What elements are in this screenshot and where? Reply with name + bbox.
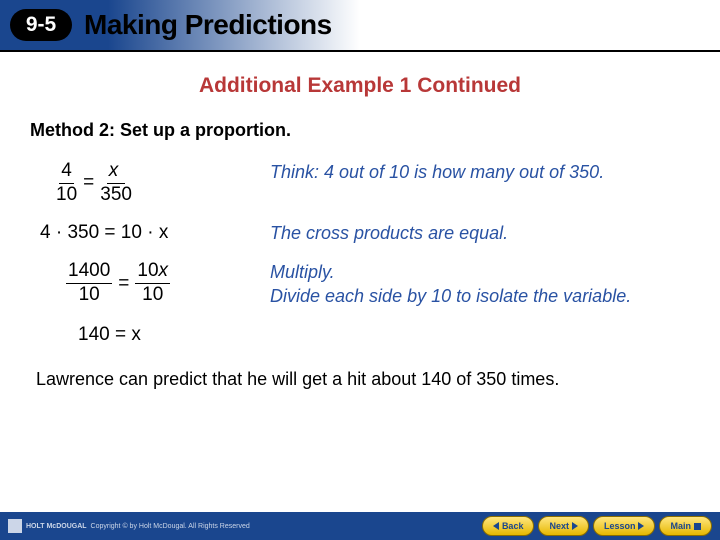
main-button[interactable]: Main <box>659 516 712 536</box>
content-area: Additional Example 1 Continued Method 2:… <box>0 52 720 512</box>
copyright-text: Copyright © by Holt McDougal. All Rights… <box>91 523 250 530</box>
frac-bot: 10 <box>56 184 77 206</box>
frac-bot: 10 <box>142 284 163 306</box>
copyright: HOLT McDOUGAL Copyright © by Holt McDoug… <box>8 519 250 533</box>
step-row: 4 · 350 = 10 · x The cross products are … <box>40 222 690 245</box>
math-cross: 4 · 350 = 10 · x <box>40 222 240 244</box>
arrow-left-icon <box>493 522 499 530</box>
frac-bot: 350 <box>100 184 132 206</box>
conclusion-text: Lawrence can predict that he will get a … <box>30 368 690 391</box>
next-button[interactable]: Next <box>538 516 589 536</box>
method-heading: Method 2: Set up a proportion. <box>30 120 690 141</box>
back-button[interactable]: Back <box>482 516 535 536</box>
step-row: 410 = x 350 Think: 4 out of 10 is how ma… <box>40 161 690 206</box>
math-proportion: 410 = x 350 <box>40 161 240 206</box>
frac-top: x <box>107 161 126 184</box>
lesson-label: Lesson <box>604 521 636 531</box>
step-row: 140010 = 10x10 Multiply. Divide each sid… <box>40 261 690 308</box>
nav-buttons: Back Next Lesson Main <box>482 516 712 536</box>
lesson-button[interactable]: Lesson <box>593 516 656 536</box>
chapter-badge: 9-5 <box>10 9 72 41</box>
header-bar: 9-5 Making Predictions <box>0 0 720 52</box>
frac-top: 1400 <box>66 261 112 284</box>
think-text: Think: 4 out of 10 is how many out of 35… <box>270 161 690 184</box>
subtitle: Additional Example 1 Continued <box>30 74 690 98</box>
frac-top: 10x <box>135 261 170 284</box>
equals: = <box>83 172 94 194</box>
next-label: Next <box>549 521 569 531</box>
page-title: Making Predictions <box>84 9 332 41</box>
publisher-logo-icon <box>8 519 22 533</box>
main-label: Main <box>670 521 691 531</box>
frac-top: 4 <box>59 161 74 184</box>
frac-bot: 10 <box>79 284 100 306</box>
back-label: Back <box>502 521 524 531</box>
think-text: The cross products are equal. <box>270 222 690 245</box>
math-result: 140 = x <box>40 324 240 346</box>
math-divide: 140010 = 10x10 <box>40 261 240 306</box>
steps-list: 410 = x 350 Think: 4 out of 10 is how ma… <box>30 161 690 346</box>
step-row: 140 = x <box>40 324 690 346</box>
footer-bar: HOLT McDOUGAL Copyright © by Holt McDoug… <box>0 512 720 540</box>
publisher-name: HOLT McDOUGAL <box>26 523 87 530</box>
equals: = <box>118 273 129 295</box>
arrow-right-icon <box>572 522 578 530</box>
think-text: Multiply. Divide each side by 10 to isol… <box>270 261 690 308</box>
arrow-right-icon <box>638 522 644 530</box>
square-icon <box>694 523 701 530</box>
